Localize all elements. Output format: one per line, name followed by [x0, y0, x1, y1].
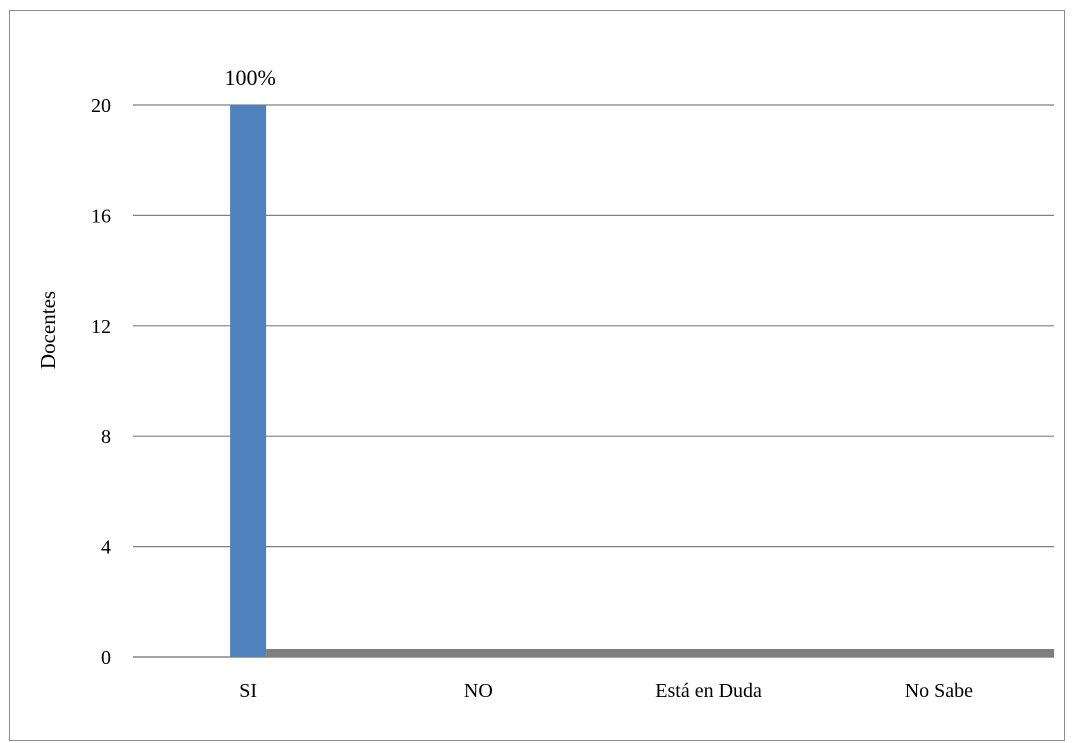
y-tick-label: 4	[101, 537, 111, 559]
y-tick-label: 20	[91, 95, 111, 117]
bar-si	[230, 105, 267, 657]
y-axis-label: Docentes	[36, 291, 60, 369]
x-category-label: No Sabe	[905, 680, 973, 702]
y-tick-label: 8	[101, 426, 111, 448]
y-axis-ticks: 0 4 8 12 16 20	[91, 95, 111, 669]
x-category-label: NO	[464, 680, 493, 702]
zero-value-band	[266, 649, 1054, 657]
chart-frame	[9, 10, 1065, 741]
y-tick-label: 12	[91, 316, 111, 338]
data-label: 100%	[224, 65, 275, 90]
x-axis-categories: SI NO Está en Duda No Sabe	[239, 680, 973, 702]
data-labels: 100%	[224, 65, 275, 90]
x-category-label: Está en Duda	[655, 680, 762, 702]
y-tick-label: 16	[91, 205, 111, 227]
bars	[230, 105, 267, 657]
y-tick-label: 0	[101, 647, 111, 669]
baseline-band	[266, 649, 1054, 657]
gridlines	[133, 104, 1054, 658]
x-category-label: SI	[239, 680, 257, 702]
